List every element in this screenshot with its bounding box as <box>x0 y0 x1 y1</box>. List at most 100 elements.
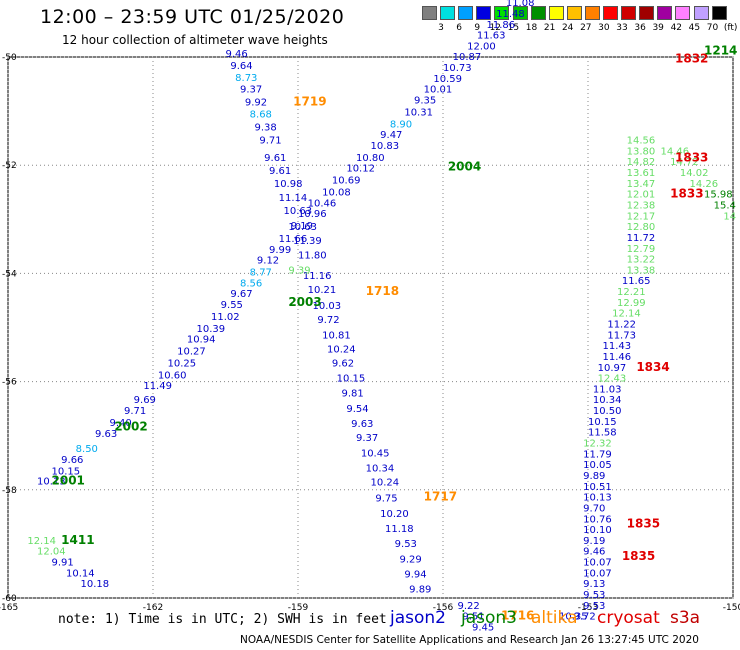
color-scale-swatch <box>584 6 600 20</box>
wave-height-label: 12.32 <box>583 439 612 450</box>
wave-height-label: 11.72 <box>627 233 656 244</box>
wave-height-label: 14 <box>723 211 736 222</box>
color-scale-label: 27 <box>580 23 592 33</box>
wave-height-label: 11.49 <box>143 381 172 392</box>
y-tick-label: -60 <box>2 594 17 604</box>
footer-credit: NOAA/NESDIS Center for Satellite Applica… <box>240 634 699 646</box>
color-scale-swatch <box>639 6 655 20</box>
wave-height-label: 9.61 <box>269 166 291 177</box>
wave-height-label: 9.54 <box>346 404 368 415</box>
wave-height-label: 10.34 <box>593 395 622 406</box>
wave-height-label: 10.60 <box>158 370 187 381</box>
wave-height-label: 12.43 <box>598 374 627 385</box>
wave-height-label: 10.24 <box>327 344 356 355</box>
wave-height-label: 9.69 <box>134 395 156 406</box>
wave-height-label: 11.03 <box>593 384 622 395</box>
wave-height-label: 12.00 <box>467 41 496 52</box>
wave-height-label: 10.21 <box>308 285 337 296</box>
wave-height-label: 10.15 <box>588 417 617 428</box>
wave-height-label: 10.87 <box>453 52 482 63</box>
wave-height-label: 9.19 <box>291 221 313 232</box>
color-scale-swatch <box>693 6 709 20</box>
color-scale-swatch <box>440 6 456 20</box>
legend-s3a: s3a <box>670 608 701 628</box>
wave-height-label: 9.70 <box>583 503 605 514</box>
wave-height-label: 10.83 <box>371 141 400 152</box>
wave-height-label: 9.45 <box>472 622 494 633</box>
wave-height-label: 14.82 <box>627 157 656 168</box>
wave-height-label: 9.72 <box>317 315 339 326</box>
wave-height-label: 9.55 <box>221 300 243 311</box>
wave-height-label: 10.80 <box>356 153 385 164</box>
wave-height-label: 11.46 <box>603 352 632 363</box>
wave-height-label: 9.37 <box>240 85 262 96</box>
pass-number-label: 1834 <box>636 360 669 374</box>
wave-height-label: 9.22 <box>458 601 480 612</box>
wave-height-label: 11.22 <box>607 320 636 331</box>
pass-number-label: 1411 <box>61 533 94 547</box>
wave-height-label: 9.67 <box>230 289 252 300</box>
color-scale-unit: (ft) <box>723 23 738 33</box>
wave-height-label: 8.68 <box>250 110 272 121</box>
color-scale-swatch <box>548 6 564 20</box>
wave-height-label: 9.89 <box>409 585 431 596</box>
color-scale-swatch <box>621 6 637 20</box>
wave-height-label: 10.50 <box>593 406 622 417</box>
wave-height-label: 10.39 <box>197 324 226 335</box>
wave-height-label: 9.75 <box>375 494 397 505</box>
color-scale-label: 9 <box>474 23 481 33</box>
y-tick-label: -52 <box>2 161 17 171</box>
wave-height-label: 9.47 <box>380 130 402 141</box>
wave-height-label: 13.22 <box>627 255 656 266</box>
wave-height-label: 10.25 <box>168 358 197 369</box>
wave-height-label: 13.38 <box>627 265 656 276</box>
wave-height-label: 10.46 <box>308 198 337 209</box>
wave-height-label: 10.35 <box>559 612 588 623</box>
wave-height-label: 11.65 <box>622 276 651 287</box>
wave-height-label: 8.50 <box>76 444 98 455</box>
page-title: 12:00 – 23:59 UTC 01/25/2020 <box>40 6 345 28</box>
wave-height-label: 8.73 <box>235 73 257 84</box>
wave-height-label: 9.19 <box>583 536 605 547</box>
y-tick-label: -50 <box>2 53 17 63</box>
wave-height-label: 10.98 <box>274 179 303 190</box>
color-scale-swatch <box>512 6 528 20</box>
wave-height-label: 8.77 <box>250 268 272 279</box>
color-scale-label: 24 <box>561 23 574 33</box>
color-scale-swatch <box>494 6 510 20</box>
wave-height-label: 9.40 <box>110 418 132 429</box>
wave-height-label: 12.99 <box>617 298 646 309</box>
wave-height-label: 12.14 <box>612 309 641 320</box>
wave-height-label: 13.47 <box>627 179 656 190</box>
wave-height-label: 9.91 <box>52 558 74 569</box>
wave-height-label: 14.72 <box>670 157 699 168</box>
pass-number-label: 1717 <box>424 490 457 504</box>
wave-height-label: 9.46 <box>583 547 605 558</box>
wave-height-label: 10.81 <box>322 330 351 341</box>
wave-height-label: 9.81 <box>342 389 364 400</box>
color-scale-label: 45 <box>688 23 701 33</box>
color-scale-label: 30 <box>598 23 610 33</box>
wave-height-label: 8.90 <box>390 119 412 130</box>
wave-height-label: 10.96 <box>298 209 327 220</box>
wave-height-label: 12.04 <box>37 547 66 558</box>
pass-number-label: 2003 <box>288 295 321 309</box>
wave-height-label: 9.71 <box>124 406 146 417</box>
wave-height-label: 10.97 <box>598 363 627 374</box>
wave-height-label: 10.14 <box>66 568 95 579</box>
x-tick-label: -165 <box>0 603 18 613</box>
x-tick-label: -153 <box>578 603 598 613</box>
wave-height-label: 10.51 <box>583 482 612 493</box>
wave-height-label: 9.51 <box>462 612 484 623</box>
wave-height-label: 10.15 <box>337 374 366 385</box>
wave-height-label: 14.26 <box>690 179 719 190</box>
pass-number-label: 1832 <box>675 51 708 65</box>
plot-frame <box>7 56 734 599</box>
wave-height-label: 14.56 <box>627 136 656 147</box>
wave-height-label: 10.01 <box>424 85 453 96</box>
wave-height-label: 9.89 <box>583 471 605 482</box>
wave-height-label: 10.31 <box>404 107 433 118</box>
y-tick-label: -54 <box>2 269 17 279</box>
color-scale-label: 6 <box>456 23 462 33</box>
wave-height-label: 11.48 <box>496 9 525 20</box>
